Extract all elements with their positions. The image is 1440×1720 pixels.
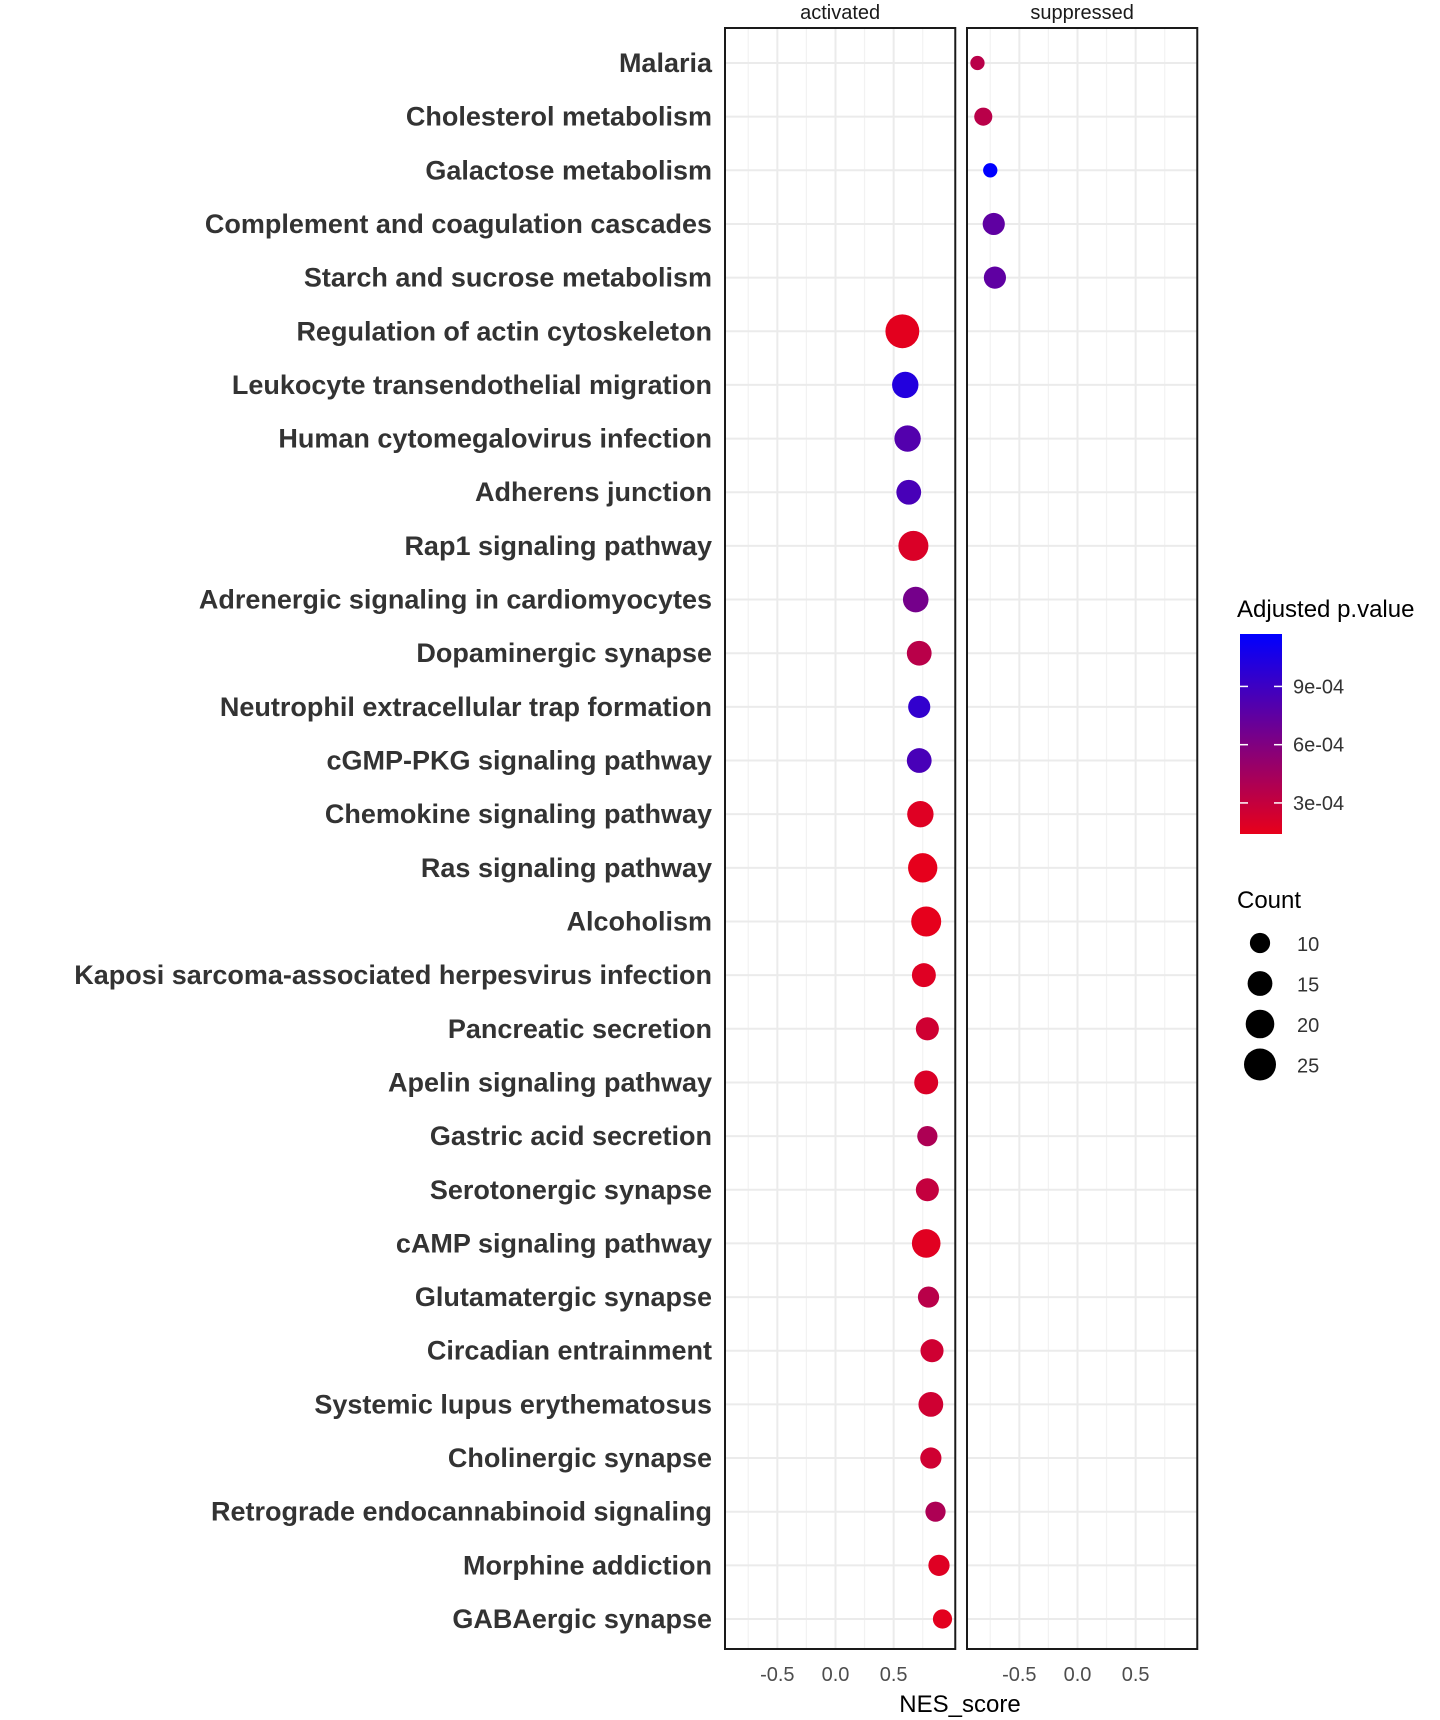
y-tick-label: Galactose metabolism — [425, 155, 712, 185]
data-point — [925, 1501, 946, 1522]
data-point — [898, 530, 929, 561]
color-legend-title: Adjusted p.value — [1237, 596, 1414, 623]
data-point — [917, 1125, 938, 1147]
x-tick-label: 0.5 — [880, 1664, 908, 1686]
y-tick-label: Dopaminergic synapse — [416, 638, 712, 668]
y-tick-label: Ras signaling pathway — [421, 853, 712, 883]
data-point — [920, 1447, 942, 1469]
color-legend-label: 3e-04 — [1293, 793, 1344, 815]
data-point — [911, 1229, 941, 1258]
data-point — [970, 55, 985, 71]
panel-border — [724, 27, 957, 1650]
color-bar — [1240, 634, 1282, 834]
y-tick-label: Chemokine signaling pathway — [325, 799, 712, 829]
y-tick-label: Gastric acid secretion — [430, 1121, 712, 1151]
facet-panel-suppressed: suppressed -0.5 0.0 0.5 — [966, 2, 1199, 1686]
x-tick-label: -0.5 — [1002, 1664, 1036, 1686]
x-tick-label: 0.0 — [1064, 1664, 1092, 1686]
size-legend-label: 15 — [1297, 975, 1319, 997]
size-legend-key — [1249, 932, 1271, 954]
y-tick-label: Malaria — [619, 48, 713, 78]
data-point — [915, 1178, 939, 1202]
y-tick-label: Alcoholism — [566, 906, 712, 936]
y-tick-label: Systemic lupus erythematosus — [314, 1389, 712, 1419]
data-point — [932, 1609, 953, 1629]
size-legend-label: 20 — [1297, 1015, 1319, 1037]
data-point — [896, 479, 922, 505]
facet-strip-label: activated — [800, 2, 880, 24]
y-tick-label: Neutrophil extracellular trap formation — [220, 692, 712, 722]
size-legend-key — [1245, 1009, 1275, 1039]
data-point — [914, 1070, 939, 1095]
y-tick-label: Adherens junction — [475, 477, 712, 507]
data-point — [982, 212, 1005, 236]
data-point — [983, 266, 1006, 289]
data-point — [885, 314, 920, 349]
y-tick-label: Glutamatergic synapse — [415, 1282, 712, 1312]
y-tick-label: Circadian entrainment — [427, 1336, 712, 1366]
data-point — [928, 1554, 950, 1576]
data-point — [917, 1286, 940, 1308]
y-tick-label: Starch and sucrose metabolism — [304, 263, 712, 293]
panel-background — [967, 28, 1198, 1649]
size-legend-title: Count — [1237, 887, 1301, 914]
facet-panel-activated: activated -0.5 0.0 0.5 — [724, 2, 957, 1686]
y-tick-label: GABAergic synapse — [452, 1604, 712, 1634]
y-tick-label: Cholesterol metabolism — [406, 102, 712, 132]
data-point — [911, 906, 942, 937]
color-legend: Adjusted p.value 3e-04 6e-04 9e-04 — [1237, 596, 1414, 834]
color-legend-label: 6e-04 — [1293, 735, 1344, 757]
size-legend-key — [1247, 971, 1273, 996]
y-tick-label: Leukocyte transendothelial migration — [232, 370, 712, 400]
data-point — [892, 371, 919, 399]
y-tick-label: Apelin signaling pathway — [388, 1067, 712, 1097]
y-tick-label: Adrenergic signaling in cardiomyocytes — [199, 585, 712, 615]
y-tick-label: Rap1 signaling pathway — [404, 531, 712, 561]
data-point — [907, 800, 934, 828]
panel-background — [725, 28, 956, 1649]
data-point — [915, 1017, 939, 1041]
x-tick-label: 0.0 — [822, 1664, 850, 1686]
x-tick-label: -0.5 — [760, 1664, 794, 1686]
y-tick-label: cAMP signaling pathway — [396, 1228, 712, 1258]
data-point — [911, 963, 936, 988]
size-legend-label: 10 — [1297, 934, 1319, 956]
y-tick-label: cGMP-PKG signaling pathway — [326, 746, 712, 776]
data-point — [908, 695, 931, 718]
data-point — [902, 586, 929, 613]
data-point — [918, 1391, 944, 1417]
color-legend-label: 9e-04 — [1293, 676, 1344, 698]
size-legend-key — [1244, 1048, 1276, 1081]
y-tick-label: Serotonergic synapse — [430, 1175, 712, 1205]
y-tick-label: Complement and coagulation cascades — [205, 209, 712, 239]
data-point — [908, 853, 938, 883]
y-tick-label: Human cytomegalovirus infection — [278, 424, 712, 454]
data-point — [906, 640, 932, 666]
y-tick-label: Morphine addiction — [463, 1550, 712, 1580]
size-legend: Count 10 15 20 25 — [1237, 887, 1319, 1081]
y-tick-label: Cholinergic synapse — [448, 1443, 712, 1473]
y-tick-label: Retrograde endocannabinoid signaling — [211, 1497, 712, 1527]
panel-border — [966, 27, 1199, 1650]
data-point — [906, 748, 932, 773]
y-tick-label: Pancreatic secretion — [448, 1014, 712, 1044]
data-point — [920, 1339, 944, 1363]
y-tick-label: Regulation of actin cytoskeleton — [296, 316, 712, 346]
data-point — [974, 107, 993, 126]
facet-strip-label: suppressed — [1030, 2, 1133, 24]
x-tick-label: 0.5 — [1122, 1664, 1150, 1686]
data-point — [983, 163, 998, 178]
size-legend-label: 25 — [1297, 1056, 1319, 1078]
data-point — [894, 425, 921, 452]
x-axis-title: NES_score — [899, 1691, 1020, 1718]
y-tick-label: Kaposi sarcoma-associated herpesvirus in… — [74, 960, 712, 990]
